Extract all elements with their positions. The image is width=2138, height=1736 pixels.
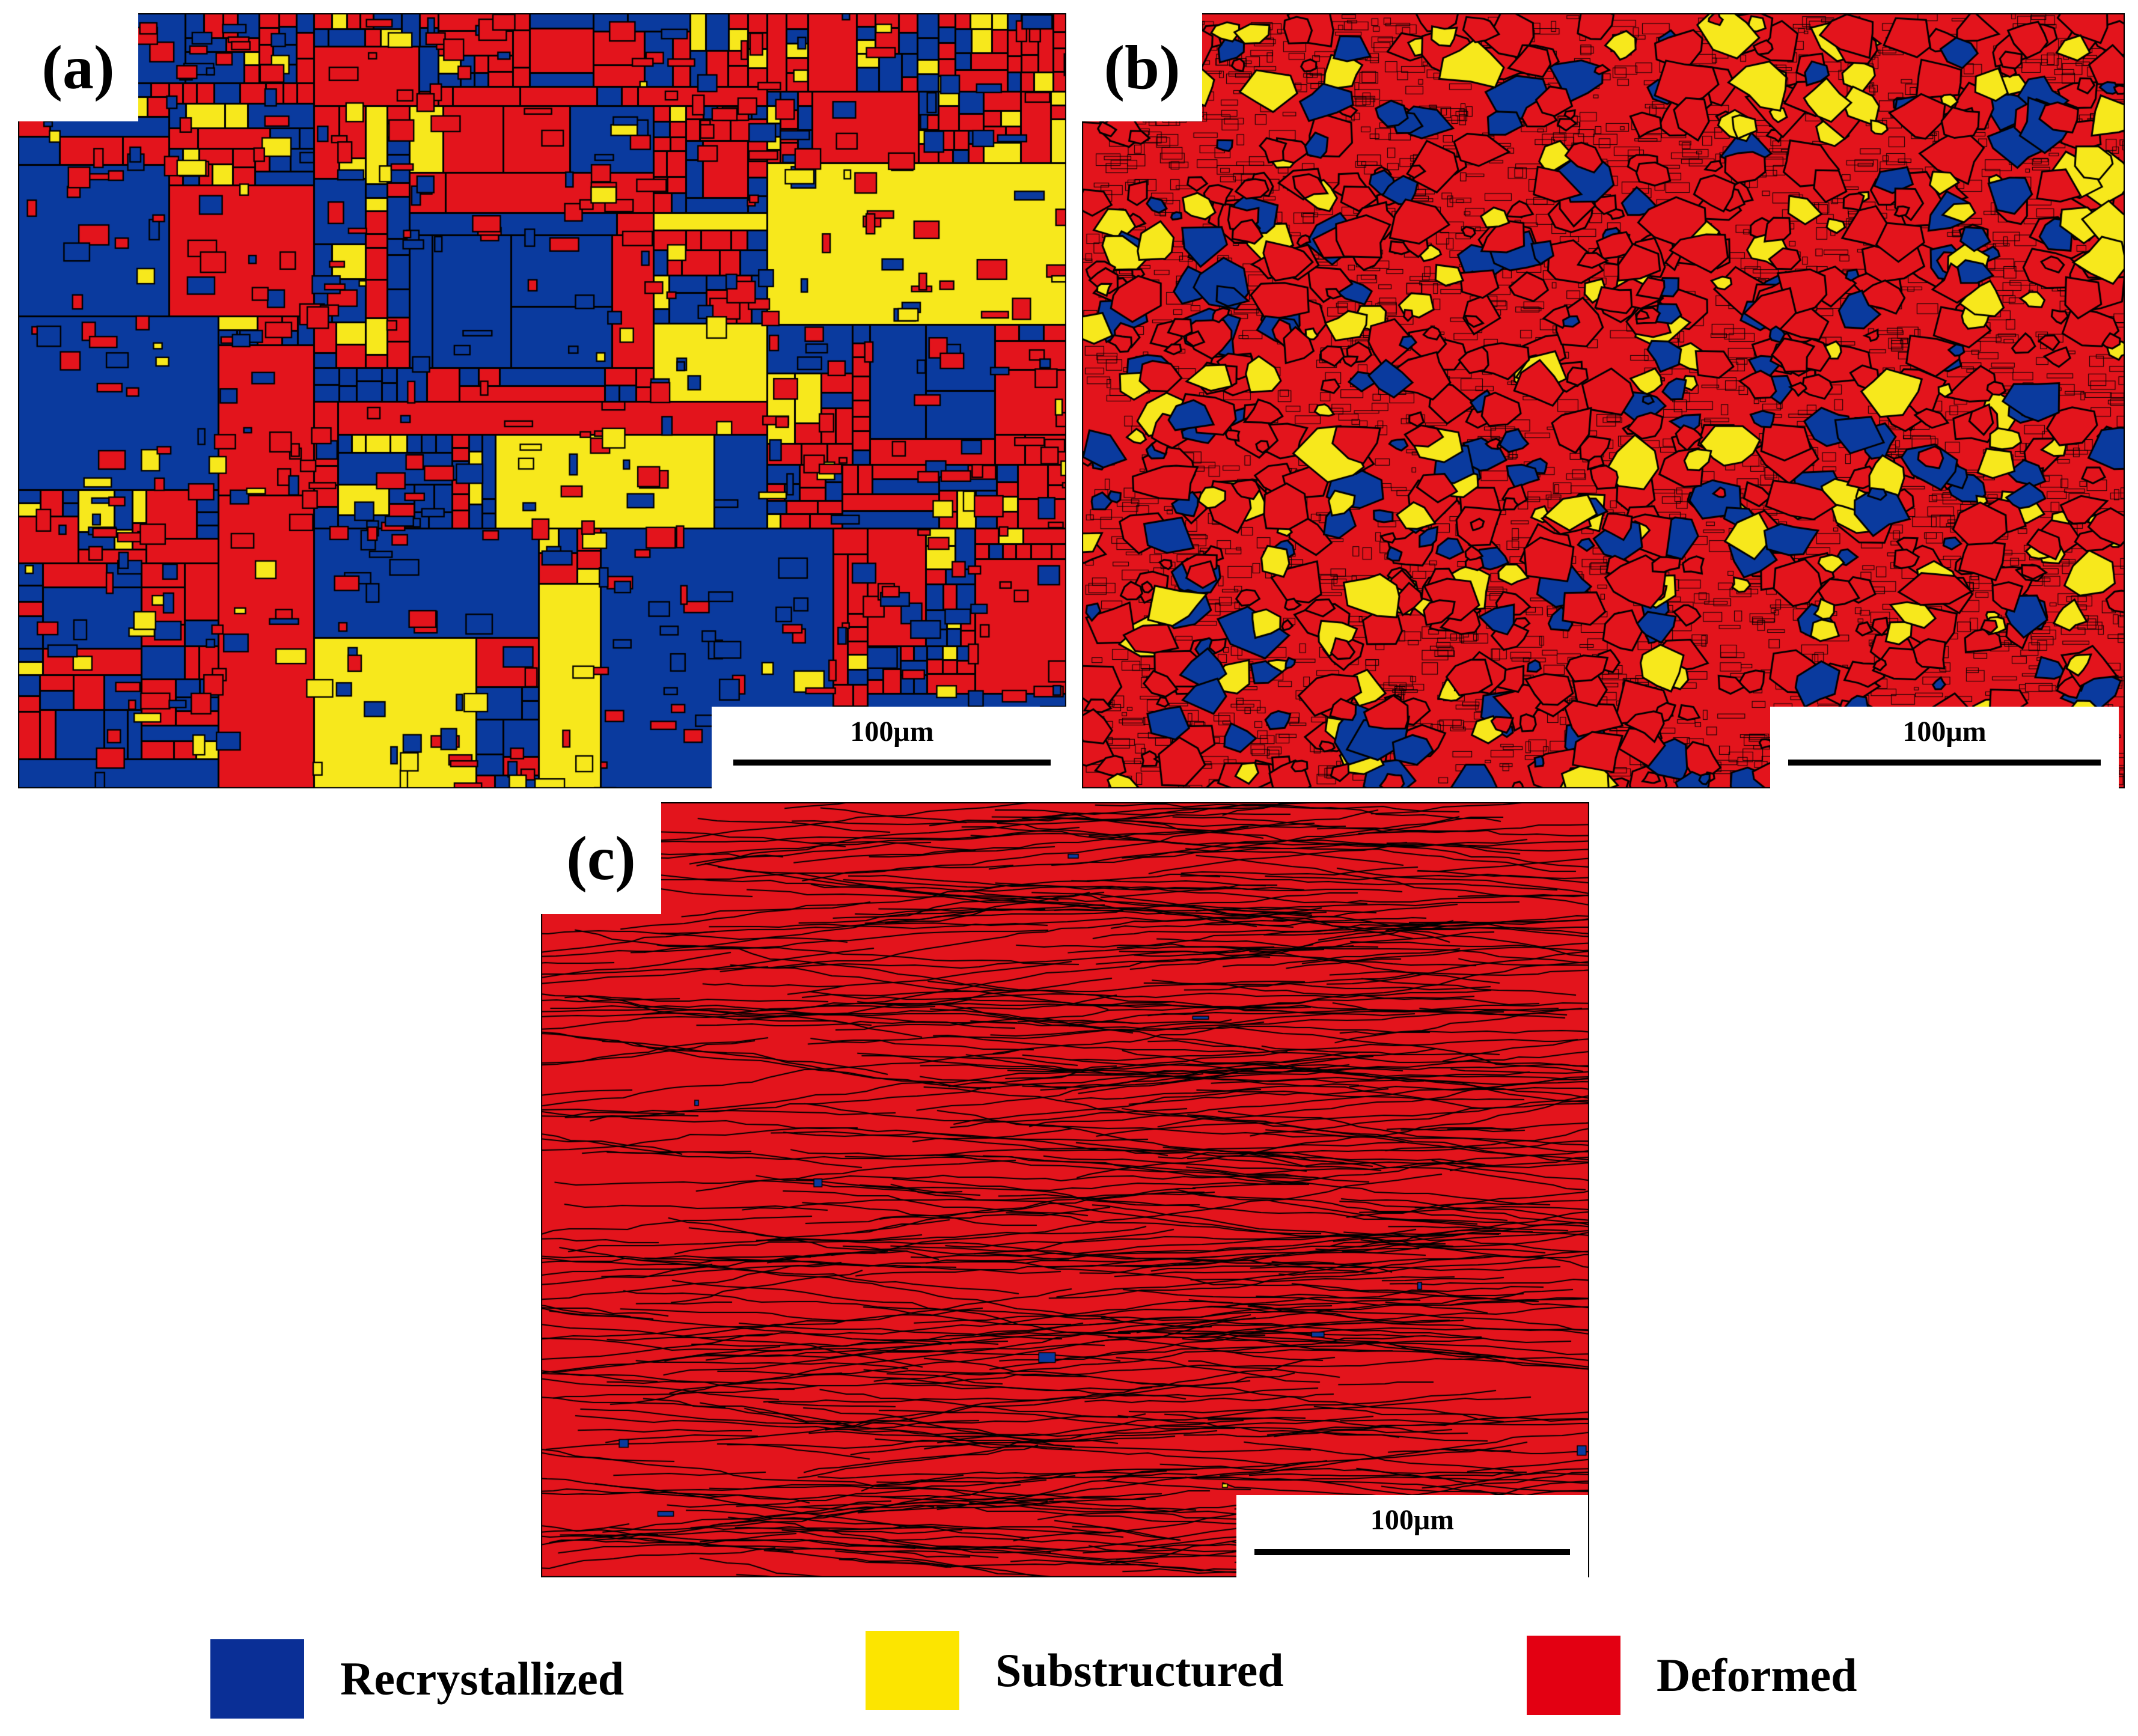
legend-item-deformed: Deformed <box>1527 1636 1857 1715</box>
scale-bar-label-c: 100μm <box>1370 1504 1455 1536</box>
recrystallized-swatch <box>210 1639 304 1719</box>
ebsd-map-a: (a) 100μm <box>18 13 1066 788</box>
scale-bar-label-a: 100μm <box>850 716 934 748</box>
panel-label-c: (c) <box>541 802 661 914</box>
legend-label-deformed: Deformed <box>1657 1649 1857 1701</box>
panel-label-b: (b) <box>1082 13 1202 121</box>
ebsd-map-c: (c) 100μm <box>541 802 1589 1577</box>
scale-bar-a: 100μm <box>712 707 1066 788</box>
scale-bar-line-b <box>1788 760 2101 766</box>
scale-bar-line-a <box>733 760 1051 766</box>
scale-bar-label-b: 100μm <box>1902 716 1987 748</box>
ebsd-map-b: (b) 100μm <box>1082 13 2125 788</box>
panel-label-a: (a) <box>18 13 138 121</box>
legend-item-substructured: Substructured <box>866 1631 1284 1710</box>
scale-bar-b: 100μm <box>1770 707 2119 788</box>
legend-label-substructured: Substructured <box>995 1644 1284 1696</box>
scale-bar-c: 100μm <box>1236 1495 1588 1577</box>
deformed-swatch <box>1527 1636 1620 1715</box>
grain-map-b <box>1082 13 2125 788</box>
legend-label-recrystallized: Recrystallized <box>340 1652 625 1705</box>
grain-map-c <box>541 802 1589 1577</box>
substructured-swatch <box>866 1631 959 1710</box>
grain-map-a <box>18 13 1066 788</box>
legend-item-recrystallized: Recrystallized <box>210 1639 624 1719</box>
scale-bar-line-c <box>1254 1549 1570 1555</box>
